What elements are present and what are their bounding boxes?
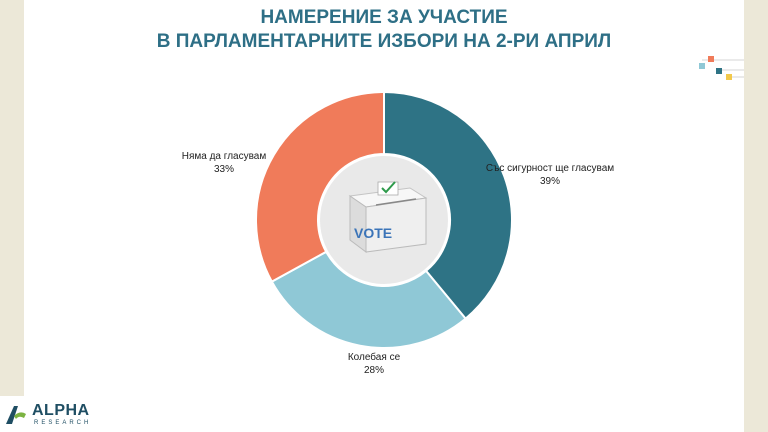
label-will-vote-name: Със сигурност ще гласувам [485,163,615,174]
corner-decoration [699,56,744,80]
label-will-vote: Със сигурност ще гласувам 39% [470,162,630,188]
title-line-2: В ПАРЛАМЕНТАРНИТЕ ИЗБОРИ НА 2-РИ АПРИЛ [156,31,612,52]
alpha-research-logo: ALPHA RESEARCH [0,396,124,432]
title-line-1: НАМЕРЕНИЕ ЗА УЧАСТИЕ [260,7,508,28]
label-hesitating-name: Колебая се [347,352,401,363]
donut-chart: VOTE [255,90,513,349]
slide: НАМЕРЕНИЕ ЗА УЧАСТИЕ В ПАРЛАМЕНТАРНИТЕ И… [24,0,744,432]
label-will-not-vote-value: 33% [213,164,234,175]
slice-will-not-vote [255,90,385,284]
label-will-vote-value: 39% [539,176,560,187]
slice-hesitating [270,250,467,349]
logo-name: ALPHA [32,402,90,419]
logo-subtitle: RESEARCH [34,420,92,426]
label-will-not-vote-name: Няма да гласувам [181,151,267,162]
label-will-not-vote: Няма да гласувам 33% [154,150,294,176]
ballot-box-icon [348,181,428,253]
slice-will-vote [383,90,513,321]
chart-title: НАМЕРЕНИЕ ЗА УЧАСТИЕ В ПАРЛАМЕНТАРНИТЕ И… [24,6,744,54]
ballot-vote-text: VOTE [354,225,392,241]
label-hesitating-value: 28% [363,365,384,376]
label-hesitating: Колебая се 28% [304,351,444,377]
logo-mark-icon [6,406,26,424]
